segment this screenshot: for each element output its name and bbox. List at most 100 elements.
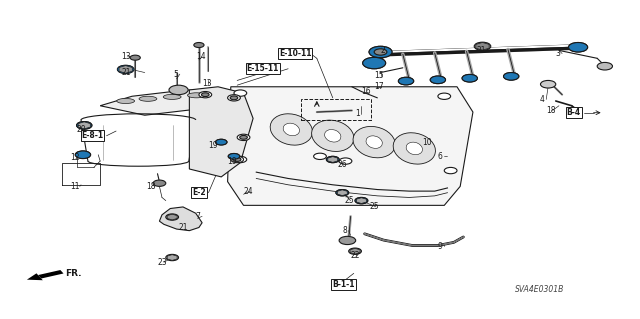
Circle shape: [355, 197, 368, 204]
Circle shape: [117, 65, 134, 73]
Text: 20: 20: [77, 125, 86, 134]
Circle shape: [194, 42, 204, 48]
Ellipse shape: [139, 96, 157, 101]
Circle shape: [597, 63, 612, 70]
Circle shape: [231, 156, 244, 163]
Polygon shape: [78, 122, 90, 129]
Circle shape: [398, 77, 413, 85]
Text: B-1-1: B-1-1: [332, 280, 355, 289]
Circle shape: [76, 151, 91, 159]
Ellipse shape: [283, 123, 300, 136]
Polygon shape: [27, 273, 43, 280]
Circle shape: [336, 189, 349, 196]
Circle shape: [438, 93, 451, 100]
Text: 23: 23: [157, 258, 167, 267]
Circle shape: [369, 46, 392, 58]
Text: 3: 3: [556, 49, 561, 58]
Text: 22: 22: [351, 251, 360, 260]
Text: 17: 17: [374, 82, 384, 91]
Circle shape: [336, 189, 349, 196]
Ellipse shape: [406, 142, 422, 155]
Text: E-2: E-2: [192, 188, 205, 197]
Circle shape: [230, 96, 238, 100]
Circle shape: [228, 153, 240, 159]
Text: 6: 6: [438, 152, 443, 161]
Circle shape: [166, 254, 179, 261]
Circle shape: [369, 46, 392, 58]
Polygon shape: [337, 190, 348, 196]
Text: 8: 8: [342, 226, 347, 235]
Text: 25: 25: [344, 196, 354, 205]
Circle shape: [216, 139, 227, 145]
Circle shape: [374, 49, 387, 55]
Circle shape: [474, 42, 491, 50]
Polygon shape: [119, 66, 132, 73]
Circle shape: [202, 93, 209, 97]
Circle shape: [169, 85, 188, 95]
Text: 7: 7: [196, 212, 200, 221]
Circle shape: [234, 158, 241, 161]
Circle shape: [234, 156, 246, 163]
Circle shape: [568, 42, 588, 52]
Circle shape: [504, 72, 519, 80]
Text: 11: 11: [70, 182, 80, 191]
Polygon shape: [228, 87, 473, 205]
Polygon shape: [328, 157, 338, 162]
Circle shape: [462, 74, 477, 82]
Text: 12: 12: [70, 153, 80, 162]
Text: 24: 24: [244, 187, 253, 196]
Polygon shape: [350, 249, 360, 254]
Text: 26: 26: [338, 160, 348, 169]
Circle shape: [237, 134, 250, 141]
Text: 21: 21: [476, 46, 486, 55]
Circle shape: [228, 95, 241, 101]
Ellipse shape: [163, 94, 181, 100]
Circle shape: [339, 236, 356, 245]
Circle shape: [234, 90, 246, 96]
Text: B-4: B-4: [566, 108, 580, 117]
Text: E-8-1: E-8-1: [81, 131, 104, 140]
Text: 13: 13: [121, 52, 131, 61]
Circle shape: [199, 92, 212, 98]
Circle shape: [355, 197, 368, 204]
Circle shape: [430, 76, 445, 84]
Text: 4: 4: [540, 95, 545, 104]
Polygon shape: [356, 198, 366, 204]
Circle shape: [216, 139, 227, 145]
Polygon shape: [159, 207, 202, 231]
Circle shape: [444, 167, 457, 174]
Circle shape: [77, 122, 92, 129]
Circle shape: [462, 74, 477, 82]
Text: 15: 15: [374, 71, 384, 80]
Text: 2: 2: [381, 46, 385, 55]
Text: 19: 19: [209, 141, 218, 150]
Ellipse shape: [188, 93, 205, 98]
Ellipse shape: [116, 99, 134, 104]
Text: 10: 10: [422, 137, 431, 147]
Circle shape: [76, 151, 91, 159]
Ellipse shape: [366, 136, 382, 148]
Circle shape: [314, 153, 326, 160]
Circle shape: [130, 55, 140, 60]
Polygon shape: [167, 214, 177, 220]
Circle shape: [363, 57, 386, 69]
Text: E-10-11: E-10-11: [279, 49, 312, 58]
Circle shape: [77, 122, 92, 129]
Text: 18: 18: [147, 182, 156, 191]
Circle shape: [326, 156, 339, 163]
Circle shape: [504, 72, 519, 80]
Circle shape: [240, 136, 247, 139]
Circle shape: [153, 180, 166, 186]
Ellipse shape: [393, 133, 435, 164]
Text: 21: 21: [179, 223, 188, 232]
Text: 18: 18: [546, 106, 556, 115]
Circle shape: [117, 65, 134, 73]
Ellipse shape: [353, 126, 396, 158]
Polygon shape: [100, 90, 231, 115]
Circle shape: [540, 80, 556, 88]
Polygon shape: [476, 42, 489, 50]
Polygon shape: [38, 270, 63, 278]
Text: E-15-11: E-15-11: [246, 64, 279, 73]
Text: 5: 5: [173, 70, 179, 78]
Text: FR.: FR.: [65, 269, 82, 278]
